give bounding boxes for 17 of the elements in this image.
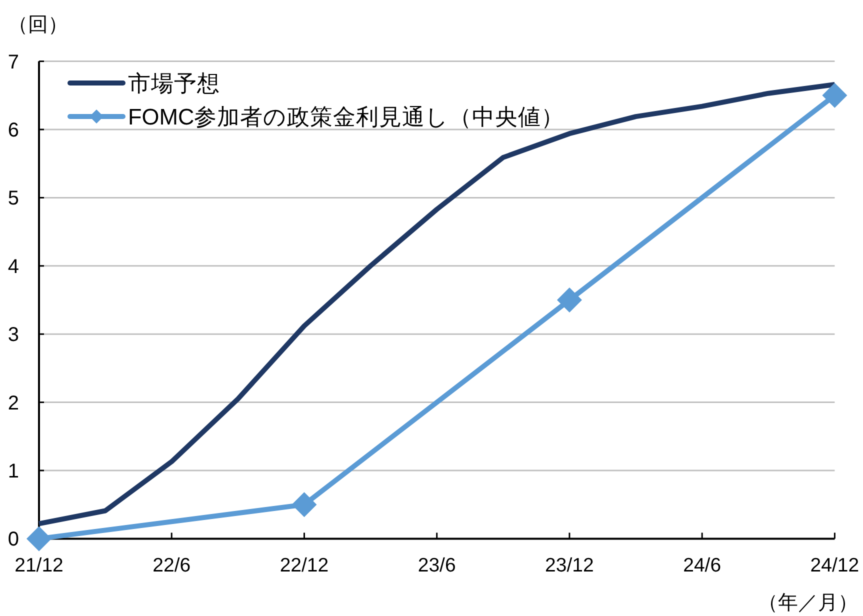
y-tick-label: 1 xyxy=(8,460,19,482)
x-tick-label: 23/6 xyxy=(418,554,456,576)
x-tick-label: 24/6 xyxy=(683,554,722,576)
y-tick-label: 7 xyxy=(8,51,19,74)
y-axis-title: （回） xyxy=(8,14,68,36)
x-tick-label: 21/12 xyxy=(14,554,64,576)
y-tick-label: 2 xyxy=(8,392,19,414)
y-tick-label: 0 xyxy=(8,528,19,551)
y-tick-label: 5 xyxy=(8,188,19,210)
x-tick-label: 22/12 xyxy=(280,554,329,576)
x-tick-label: 23/12 xyxy=(545,554,594,576)
y-tick-label: 4 xyxy=(8,256,19,278)
y-tick-label: 3 xyxy=(8,324,19,346)
x-axis-title: （年／月） xyxy=(758,592,858,614)
x-tick-label: 24/12 xyxy=(810,554,860,576)
x-tick-label: 22/6 xyxy=(152,554,191,576)
y-tick-label: 6 xyxy=(8,120,19,142)
